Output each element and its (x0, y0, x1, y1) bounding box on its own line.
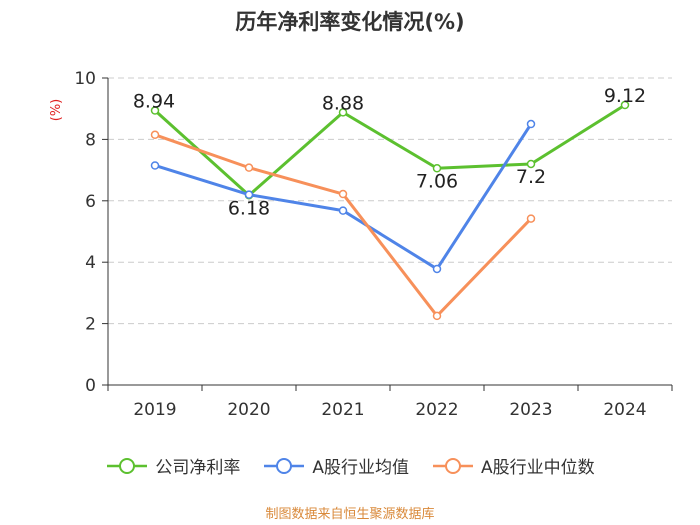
legend-marker (276, 457, 293, 474)
y-tick-label: 6 (85, 192, 96, 212)
data-label-2023: 7.2 (516, 166, 546, 188)
x-tick-label-2020: 2020 (227, 400, 270, 420)
data-point-s2-2023 (526, 214, 536, 223)
y-tick-label: 8 (85, 130, 96, 150)
data-point-s1-2023 (526, 119, 536, 129)
line-chart: 0 2 4 6 8 10 (%) 2019 2020 2021 2022 2023 2024 8.94 6… (49, 69, 673, 420)
data-point-s1-2021 (338, 206, 348, 215)
data-point-s2-2020 (244, 163, 254, 172)
data-point-s0-2021 (338, 108, 348, 117)
data-point-s0-2023 (526, 159, 536, 169)
legend-item-2[interactable]: A股行业中位数 (431, 453, 595, 478)
x-tick-label-2019: 2019 (133, 400, 176, 420)
legend-item-1[interactable]: A股行业均值 (262, 453, 409, 478)
series-lines (150, 100, 630, 321)
data-labels: 8.94 6.18 8.88 7.06 7.2 9.12 (133, 85, 646, 219)
data-point-s1-2019 (150, 161, 160, 170)
data-label-2019: 8.94 (133, 91, 175, 113)
y-tick-label: 2 (85, 315, 96, 335)
legend-label: 公司净利率 (155, 458, 241, 478)
legend-line-icon (433, 457, 473, 474)
axes: 0 2 4 6 8 10 (%) 2019 2020 2021 2022 2023 2024 (49, 69, 673, 420)
data-point-s2-2019 (150, 130, 160, 140)
data-point-s2-2022 (432, 311, 442, 321)
data-point-s1-2020 (244, 190, 254, 199)
grid-lines (108, 77, 672, 325)
source-note: 制图数据来自恒生聚源数据库 (265, 507, 435, 522)
x-tick-label-2024: 2024 (603, 400, 646, 420)
legend-marker (445, 457, 461, 474)
legend-line-icon (107, 457, 148, 474)
legend-marker (119, 457, 136, 474)
legend-label: A股行业均值 (312, 458, 409, 478)
data-label-2022: 7.06 (416, 170, 458, 192)
data-point-s0-2022 (432, 164, 442, 173)
series-line-0 (153, 103, 626, 197)
data-point-s1-2022 (432, 264, 442, 274)
data-label-2021: 8.88 (322, 92, 364, 114)
y-tick-label: 0 (85, 376, 96, 396)
x-tick-label-2021: 2021 (321, 400, 364, 420)
y-tick-label: 4 (85, 253, 96, 273)
data-point-s0-2024 (620, 100, 630, 110)
data-label-2024: 9.12 (604, 85, 646, 107)
y-tick-label: 10 (74, 69, 96, 89)
data-point-s2-2021 (338, 189, 348, 199)
legend-line-icon (264, 457, 305, 474)
legend: 公司净利率 A股行业均值 A股行业中位数 (0, 453, 700, 478)
x-tick-label-2022: 2022 (415, 400, 458, 420)
legend-label: A股行业中位数 (481, 458, 595, 478)
chart-title: 历年净利率变化情况(%) (235, 10, 465, 34)
legend-item-0[interactable]: 公司净利率 (105, 453, 240, 478)
y-axis-label: (%) (49, 99, 64, 122)
data-label-2020: 6.18 (228, 197, 270, 219)
x-tick-label-2023: 2023 (509, 400, 552, 420)
data-point-s0-2019 (150, 106, 160, 115)
